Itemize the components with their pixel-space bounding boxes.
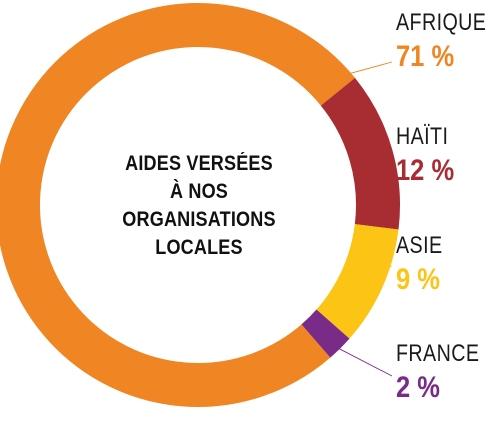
leader-line-afrique <box>315 61 393 84</box>
legend-value-asie: 9 % <box>396 263 440 296</box>
chart-title: AIDES VERSÉES À NOS ORGANISATIONS LOCALE… <box>100 150 298 262</box>
leader-line-asie <box>350 265 393 280</box>
legend-label-asie: ASIE <box>396 232 443 259</box>
slice-haiti <box>320 77 400 230</box>
legend-value-afrique: 71 % <box>396 40 455 73</box>
legend-value-haiti: 12 % <box>396 154 455 187</box>
legend-label-afrique: AFRIQUE <box>396 9 487 36</box>
slice-afrique <box>0 3 355 407</box>
slice-france <box>301 309 350 358</box>
chart-title-line-1: AIDES VERSÉES <box>125 152 273 175</box>
legend-item-asie: ASIE 9 % <box>396 233 500 297</box>
chart-title-line-3: LOCALES <box>155 236 243 259</box>
chart-title-line-2: À NOS ORGANISATIONS <box>122 180 276 231</box>
legend-label-haiti: HAÏTI <box>396 123 449 150</box>
legend-item-france: FRANCE 2 % <box>396 341 500 405</box>
legend-item-haiti: HAÏTI 12 % <box>396 124 500 188</box>
leader-line-haiti <box>357 146 393 167</box>
leader-line-france <box>309 332 393 377</box>
legend-label-france: FRANCE <box>396 340 480 367</box>
legend-item-afrique: AFRIQUE 71 % <box>396 10 500 74</box>
slice-asie <box>316 223 399 339</box>
legend-value-france: 2 % <box>396 371 440 404</box>
